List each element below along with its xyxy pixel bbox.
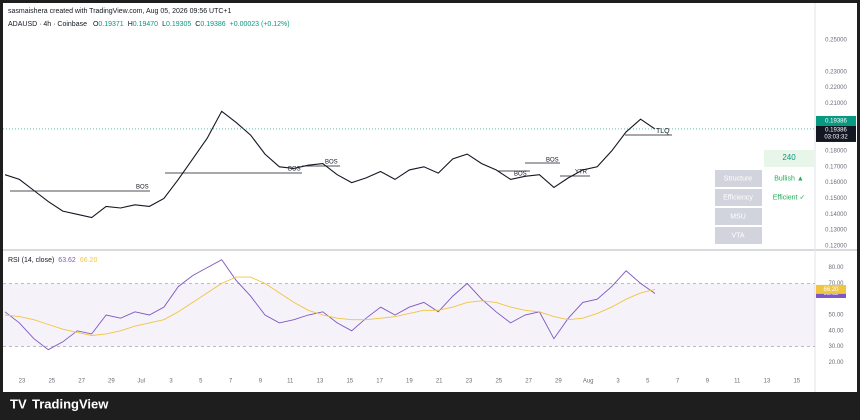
symbol-legend: ADAUSD · 4h · Coinbase O0.19371 H0.19470 L… — [8, 21, 290, 28]
change: +0.00023 (+0.12%) — [230, 21, 290, 28]
symbol: ADAUSD · 4h · Coinbase — [8, 21, 87, 28]
series-line — [4, 110, 656, 219]
y-tick-label: 0.15000 — [825, 196, 847, 202]
status-value: Efficient ✓ — [773, 194, 806, 201]
x-tick-label: 13 — [317, 379, 324, 385]
ohlc-value: 0.19470 — [133, 21, 158, 28]
y-tick-label: 0.18000 — [825, 149, 847, 155]
y-tick-label: 0.25000 — [825, 38, 847, 44]
rsi-legend-value: 63.62 — [58, 257, 76, 264]
rsi-band-fill — [3, 283, 815, 347]
ohlc-value: 0.19386 — [200, 21, 225, 28]
x-tick-label: 27 — [78, 379, 85, 385]
status-name: Structure — [724, 175, 753, 182]
bos-label: BOS — [514, 172, 527, 178]
author-line: sasmaishera created with TradingView.com… — [8, 8, 232, 15]
price-tag-label: 0.19386 — [825, 119, 847, 125]
bos-label: BOS — [546, 158, 559, 164]
x-tick-label: 5 — [646, 379, 650, 385]
x-tick-label: 7 — [229, 379, 233, 385]
x-tick-label: 11 — [287, 379, 294, 385]
y-tick-label: 0.23000 — [825, 69, 847, 75]
ytr-label: YTR — [575, 170, 588, 176]
x-tick-label: 7 — [676, 379, 680, 385]
y-tick-label: 50.00 — [828, 313, 844, 319]
x-tick-label: 3 — [616, 379, 620, 385]
x-tick-label: 25 — [48, 379, 55, 385]
x-tick-label: 29 — [555, 379, 562, 385]
x-tick-label: 3 — [169, 379, 173, 385]
ohlc-key: C — [195, 21, 200, 28]
y-tick-label: 70.00 — [828, 281, 844, 287]
x-tick-label: Aug — [583, 379, 594, 385]
x-tick-label: 11 — [734, 379, 741, 385]
status-value: Bullish ▲ — [774, 175, 804, 182]
y-tick-label: 0.17000 — [825, 164, 847, 170]
x-tick-label: 9 — [706, 379, 710, 385]
rsi-tag-label: 66.20 — [823, 287, 839, 293]
timeframe-box — [764, 150, 814, 167]
status-button — [715, 208, 762, 225]
ohlc-key: O — [93, 21, 99, 28]
countdown: 03:03:32 — [824, 135, 848, 141]
x-tick-label: 13 — [764, 379, 771, 385]
brand: TradingView — [32, 396, 109, 411]
y-tick-label: 0.22000 — [825, 85, 847, 91]
rsi-title: RSI (14, close) 63.62 66.20 — [8, 257, 97, 264]
x-tick-label: 25 — [495, 379, 502, 385]
tlq-label: TLQ — [656, 128, 670, 135]
x-tick-label: 21 — [436, 379, 443, 385]
status-name: VTA — [731, 232, 744, 239]
timeframe: 240 — [782, 153, 796, 162]
x-tick-label: Jul — [137, 379, 145, 385]
status-button — [715, 189, 762, 206]
series-line — [4, 259, 656, 351]
ohlc-key: L — [162, 21, 166, 28]
x-tick-label: 23 — [466, 379, 473, 385]
rsi-legend-value: 66.20 — [80, 257, 98, 264]
x-tick-label: 19 — [406, 379, 413, 385]
x-tick-label: 15 — [793, 379, 800, 385]
series-line — [4, 276, 656, 336]
bos-label: BOS — [325, 160, 338, 166]
rsi-tag — [816, 284, 846, 294]
last-price-label: 0.19386 — [825, 128, 847, 134]
x-tick-label: 17 — [376, 379, 383, 385]
x-tick-label: 5 — [199, 379, 203, 385]
y-tick-label: 0.12000 — [825, 244, 847, 250]
tv-logo: TV — [10, 396, 27, 411]
chart-background — [3, 3, 857, 392]
x-tick-label: 27 — [525, 379, 532, 385]
status-name: MSU — [730, 213, 746, 220]
structure-lines — [10, 134, 672, 192]
footer-bar — [0, 392, 860, 420]
y-tick-label: 30.00 — [828, 344, 844, 350]
x-tick-label: 23 — [19, 379, 26, 385]
y-tick-label: 20.00 — [828, 360, 844, 366]
status-table: Structure Bullish ▲ Efficiency Efficient ✓ M… — [715, 170, 805, 244]
y-tick-label: 0.13000 — [825, 228, 847, 234]
y-tick-label: 0.21000 — [825, 101, 847, 107]
ohlc-key: H — [128, 21, 133, 28]
x-tick-label: 29 — [108, 379, 115, 385]
bos-label: BOS — [288, 167, 301, 173]
bos-label: BOS — [136, 185, 149, 191]
status-name: Efficiency — [723, 194, 753, 201]
y-tick-label: 80.00 — [828, 265, 844, 271]
y-tick-label: 0.14000 — [825, 212, 847, 218]
price-tag — [816, 115, 856, 126]
status-button — [715, 170, 762, 187]
countdown-tag — [816, 125, 856, 142]
rsi-tag-label: 63.62 — [823, 291, 839, 297]
ohlc-value: 0.19371 — [98, 21, 123, 28]
x-tick-label: 15 — [346, 379, 353, 385]
y-tick-label: 40.00 — [828, 328, 844, 334]
y-tick-label: 0.16000 — [825, 180, 847, 186]
x-tick-label: 9 — [259, 379, 263, 385]
status-button — [715, 227, 762, 244]
ohlc-value: 0.19305 — [166, 21, 191, 28]
